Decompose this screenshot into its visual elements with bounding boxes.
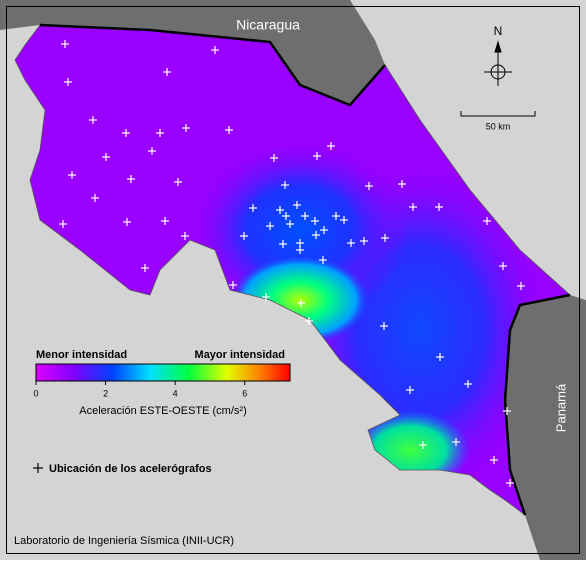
north-label: N bbox=[494, 24, 503, 38]
nicaragua-land bbox=[0, 0, 385, 105]
stations bbox=[59, 40, 525, 487]
frame bbox=[6, 6, 580, 554]
legend-title: Aceleración ESTE-OESTE (cm/s²) bbox=[79, 405, 246, 417]
color-bar bbox=[35, 363, 291, 382]
north-arrow bbox=[484, 40, 512, 86]
color-tick-label: 0 bbox=[33, 388, 38, 398]
country-label: Panamá bbox=[553, 383, 568, 432]
border-nicaragua bbox=[39, 23, 386, 107]
credit: Laboratorio de Ingeniería Sísmica (INII-… bbox=[14, 535, 234, 547]
border-panama bbox=[503, 293, 571, 516]
color-tick-label: 2 bbox=[103, 388, 108, 398]
station-symbol bbox=[33, 463, 43, 473]
scale-label: 50 km bbox=[486, 121, 511, 131]
country-label: Nicaragua bbox=[236, 17, 300, 33]
legend-low: Menor intensidad bbox=[36, 349, 127, 361]
stations-legend: Ubicación de los acelerógrafos bbox=[49, 463, 212, 475]
panama-land bbox=[505, 295, 586, 560]
color-tick-label: 4 bbox=[173, 388, 178, 398]
color-tick-label: 6 bbox=[242, 388, 247, 398]
legend-high: Mayor intensidad bbox=[195, 349, 285, 361]
scale-bar bbox=[460, 111, 536, 117]
